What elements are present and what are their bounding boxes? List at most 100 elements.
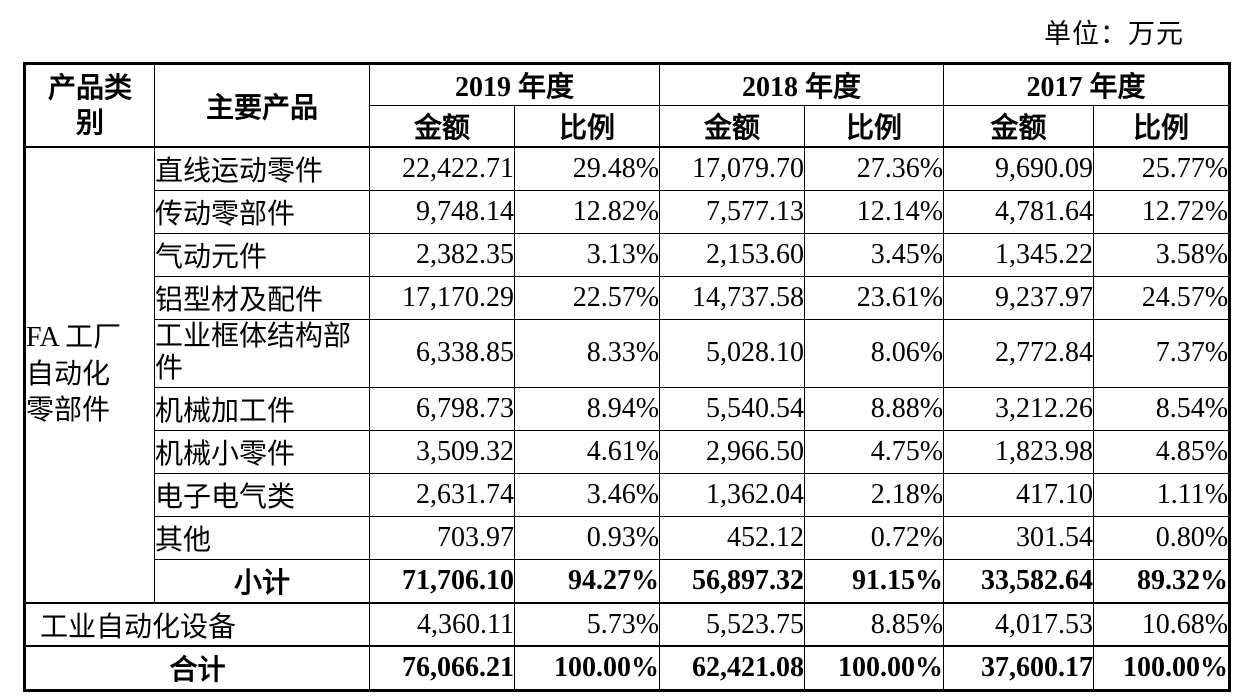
ratio-2017: 1.11% bbox=[1093, 472, 1231, 517]
table-row: 机械小零件 3,509.32 4.61% 2,966.50 4.75% 1,82… bbox=[25, 429, 1231, 474]
amount-2017: 417.10 bbox=[943, 472, 1095, 517]
product-name: 直线运动零件 bbox=[154, 146, 370, 191]
ratio-2017: 7.37% bbox=[1093, 318, 1231, 388]
amount-2018: 14,737.58 bbox=[659, 275, 806, 320]
total-row: 合计 76,066.21 100.00% 62,421.08 100.00% 3… bbox=[24, 645, 1231, 691]
equipment-amount-2019: 4,360.11 bbox=[369, 602, 515, 647]
ratio-2017: 0.80% bbox=[1093, 515, 1231, 560]
amount-2018: 1,362.04 bbox=[659, 472, 806, 517]
amount-2019: 6,798.73 bbox=[369, 386, 515, 431]
ratio-2019: 8.33% bbox=[513, 318, 661, 388]
header-ratio-2019: 比例 bbox=[513, 105, 661, 148]
product-name: 机械小零件 bbox=[154, 429, 370, 474]
subtotal-ratio-2017: 89.32% bbox=[1093, 558, 1231, 604]
product-revenue-table: 产品类 别 主要产品 2019 年度 2018 年度 2017 年度 金额 比例… bbox=[23, 62, 1232, 692]
equipment-row: 工业自动化设备 4,360.11 5.73% 5,523.75 8.85% 4,… bbox=[24, 602, 1231, 647]
product-name: 气动元件 bbox=[154, 232, 370, 277]
amount-2019: 22,422.71 bbox=[369, 146, 515, 191]
amount-2018: 17,079.70 bbox=[659, 146, 806, 191]
amount-2019: 3,509.32 bbox=[369, 429, 515, 474]
amount-2018: 452.12 bbox=[659, 515, 806, 560]
product-name: 电子电气类 bbox=[154, 472, 370, 517]
table-row: 工业框体结构部件 6,338.85 8.33% 5,028.10 8.06% 2… bbox=[25, 318, 1231, 388]
subtotal-ratio-2019: 94.27% bbox=[513, 558, 661, 604]
amount-2019: 17,170.29 bbox=[369, 275, 515, 320]
header-ratio-2018: 比例 bbox=[804, 105, 945, 148]
ratio-2019: 22.57% bbox=[513, 275, 661, 320]
ratio-2018: 8.88% bbox=[804, 386, 945, 431]
amount-2017: 2,772.84 bbox=[943, 318, 1095, 388]
header-amount-2018: 金额 bbox=[659, 105, 806, 148]
amount-2018: 2,966.50 bbox=[659, 429, 806, 474]
amount-2017: 1,345.22 bbox=[943, 232, 1095, 277]
ratio-2019: 29.48% bbox=[513, 146, 661, 191]
ratio-2018: 27.36% bbox=[804, 146, 945, 191]
subtotal-amount-2017: 33,582.64 bbox=[943, 558, 1095, 604]
total-amount-2017: 37,600.17 bbox=[943, 645, 1095, 691]
total-ratio-2019: 100.00% bbox=[513, 645, 661, 691]
ratio-2019: 4.61% bbox=[513, 429, 661, 474]
amount-2018: 5,540.54 bbox=[659, 386, 806, 431]
ratio-2018: 3.45% bbox=[804, 232, 945, 277]
amount-2017: 4,781.64 bbox=[943, 189, 1095, 234]
ratio-2017: 8.54% bbox=[1093, 386, 1231, 431]
header-category: 产品类 别 bbox=[24, 63, 155, 148]
header-row-years: 产品类 别 主要产品 2019 年度 2018 年度 2017 年度 bbox=[24, 63, 1231, 148]
ratio-2018: 2.18% bbox=[804, 472, 945, 517]
amount-2017: 301.54 bbox=[943, 515, 1095, 560]
amount-2018: 7,577.13 bbox=[659, 189, 806, 234]
subtotal-amount-2019: 71,706.10 bbox=[369, 558, 515, 604]
ratio-2017: 4.85% bbox=[1093, 429, 1231, 474]
ratio-2017: 3.58% bbox=[1093, 232, 1231, 277]
header-amount-2017: 金额 bbox=[943, 105, 1095, 148]
table-row: FA 工厂 自动化 零部件 直线运动零件 22,422.71 29.48% 17… bbox=[24, 146, 1231, 604]
amount-2017: 1,823.98 bbox=[943, 429, 1095, 474]
ratio-2019: 3.13% bbox=[513, 232, 661, 277]
equipment-ratio-2019: 5.73% bbox=[513, 602, 661, 647]
category-group-cell: FA 工厂 自动化 零部件 bbox=[24, 146, 155, 604]
ratio-2018: 12.14% bbox=[804, 189, 945, 234]
subtotal-row: 小计 71,706.10 94.27% 56,897.32 91.15% 33,… bbox=[25, 558, 1231, 604]
table-row: 其他 703.97 0.93% 452.12 0.72% 301.54 0.80… bbox=[25, 515, 1231, 560]
table-row: 机械加工件 6,798.73 8.94% 5,540.54 8.88% 3,21… bbox=[25, 386, 1231, 431]
equipment-ratio-2018: 8.85% bbox=[804, 602, 945, 647]
ratio-2018: 4.75% bbox=[804, 429, 945, 474]
amount-2019: 2,382.35 bbox=[369, 232, 515, 277]
header-amount-2019: 金额 bbox=[369, 105, 515, 148]
product-name: 铝型材及配件 bbox=[154, 275, 370, 320]
amount-2019: 2,631.74 bbox=[369, 472, 515, 517]
header-ratio-2017: 比例 bbox=[1093, 105, 1231, 148]
amount-2019: 6,338.85 bbox=[369, 318, 515, 388]
total-amount-2019: 76,066.21 bbox=[369, 645, 515, 691]
unit-label: 单位：万元 bbox=[1044, 19, 1184, 49]
table-row: 气动元件 2,382.35 3.13% 2,153.60 3.45% 1,345… bbox=[25, 232, 1231, 277]
amount-2019: 703.97 bbox=[369, 515, 515, 560]
amount-2017: 9,690.09 bbox=[943, 146, 1095, 191]
total-label: 合计 bbox=[24, 645, 370, 691]
equipment-ratio-2017: 10.68% bbox=[1093, 602, 1231, 647]
equipment-amount-2018: 5,523.75 bbox=[659, 602, 806, 647]
subtotal-ratio-2018: 91.15% bbox=[804, 558, 945, 604]
ratio-2019: 3.46% bbox=[513, 472, 661, 517]
product-name: 工业框体结构部件 bbox=[154, 318, 370, 388]
total-ratio-2018: 100.00% bbox=[804, 645, 945, 691]
product-name: 机械加工件 bbox=[154, 386, 370, 431]
header-year-2018: 2018 年度 bbox=[659, 63, 945, 106]
table-row: 传动零部件 9,748.14 12.82% 7,577.13 12.14% 4,… bbox=[25, 189, 1231, 234]
ratio-2018: 23.61% bbox=[804, 275, 945, 320]
ratio-2018: 0.72% bbox=[804, 515, 945, 560]
header-year-2017: 2017 年度 bbox=[943, 63, 1231, 106]
header-year-2019: 2019 年度 bbox=[368, 63, 661, 106]
product-name: 传动零部件 bbox=[154, 189, 370, 234]
ratio-2018: 8.06% bbox=[804, 318, 945, 388]
header-product: 主要产品 bbox=[154, 63, 370, 148]
product-name: 其他 bbox=[154, 515, 370, 560]
table-row: 铝型材及配件 17,170.29 22.57% 14,737.58 23.61%… bbox=[25, 275, 1231, 320]
ratio-2019: 0.93% bbox=[513, 515, 661, 560]
total-amount-2018: 62,421.08 bbox=[659, 645, 806, 691]
ratio-2019: 12.82% bbox=[513, 189, 661, 234]
equipment-label: 工业自动化设备 bbox=[24, 602, 370, 647]
ratio-2017: 24.57% bbox=[1093, 275, 1231, 320]
subtotal-label: 小计 bbox=[154, 558, 370, 604]
